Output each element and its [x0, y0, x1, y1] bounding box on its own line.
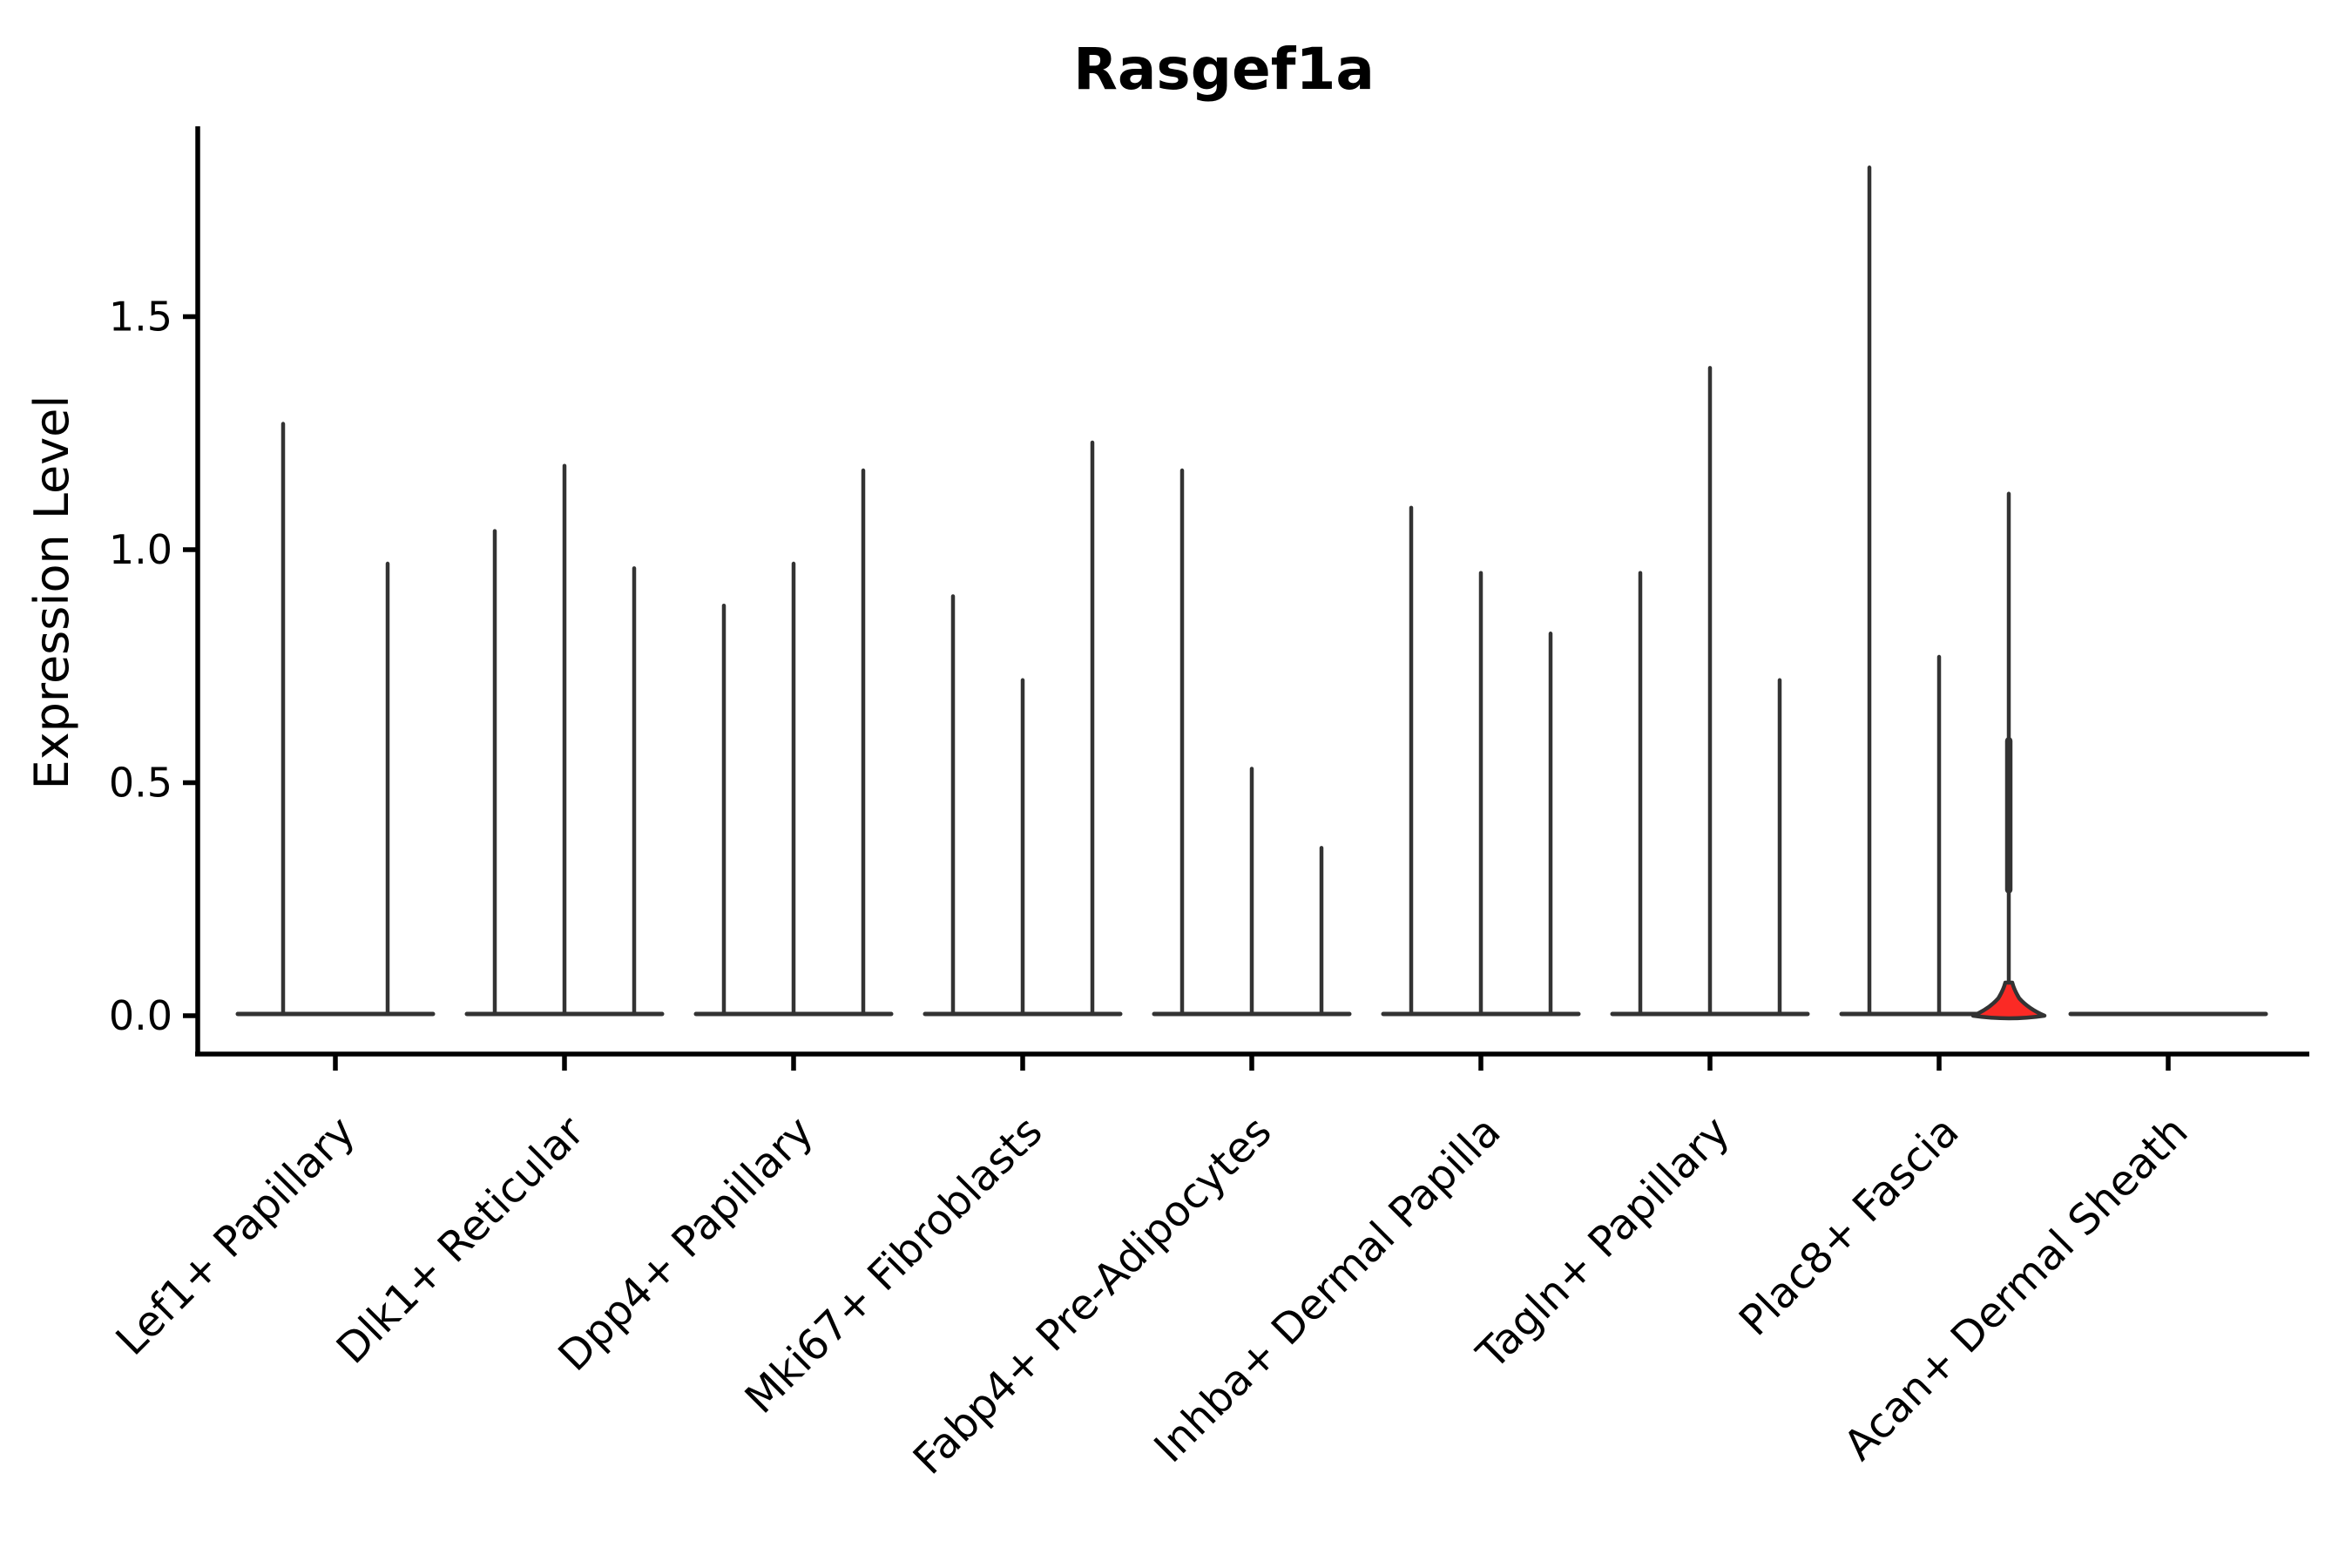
violin-group	[923, 440, 1123, 1017]
violin-group	[1839, 166, 2047, 1021]
y-axis-label: Expression Level	[24, 395, 79, 790]
axes-layer	[183, 126, 2309, 1071]
y-tick-label: 1.0	[109, 526, 172, 573]
violin-group	[693, 468, 894, 1017]
plot-title: Rasgef1a	[1073, 36, 1375, 103]
highlighted-violin-flare	[1970, 980, 2047, 1021]
violins-layer	[235, 166, 2268, 1021]
x-tick-label: Dlk1+ Reticular	[328, 1107, 594, 1374]
violin-group	[464, 463, 665, 1017]
x-tick-label: Lef1+ Papillary	[107, 1107, 365, 1365]
y-tick-label: 1.5	[109, 294, 172, 341]
x-tick-label: Dpp4+ Papillary	[549, 1107, 822, 1381]
y-tick-label: 0.5	[109, 760, 172, 807]
violin-group	[1610, 366, 1810, 1017]
violin-group	[235, 422, 436, 1017]
y-tick-label: 0.0	[109, 992, 172, 1039]
x-tick-label: Plac8+ Fascia	[1730, 1107, 1969, 1346]
violin-group	[1152, 468, 1352, 1017]
x-tick-label: Tagln+ Papillary	[1467, 1107, 1739, 1379]
violin-group	[1381, 505, 1581, 1017]
